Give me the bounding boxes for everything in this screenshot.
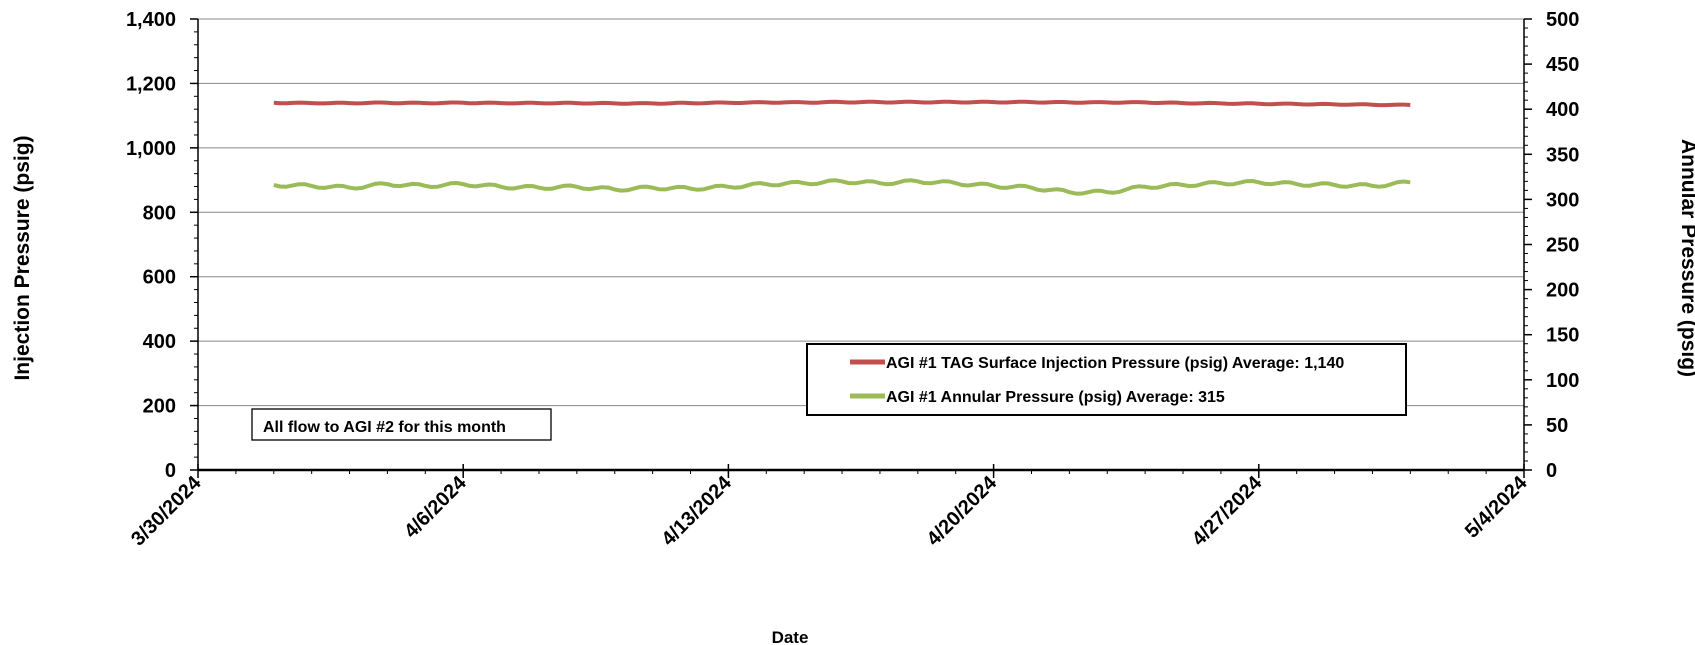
y-tick-label: 1,200	[126, 73, 176, 95]
y-tick-label: 1,400	[126, 9, 176, 31]
axes: 0 200 400 600 800 1,000 1,200 1,400 0 50 100 150 200…	[126, 9, 1579, 550]
y-axis-title: Injection Pressure (psig)	[11, 135, 34, 380]
x-tick-label: 4/6/2024	[400, 471, 471, 542]
y2-tick-label: 300	[1546, 189, 1579, 211]
gridlines	[198, 18, 1524, 407]
series-line-1	[273, 178, 1411, 196]
y2-tick-label: 250	[1546, 235, 1579, 257]
x-tick-label: 4/13/2024	[657, 471, 736, 550]
legend-label-injection: AGI #1 TAG Surface Injection Pressure (p…	[886, 355, 1344, 372]
y2-tick-label: 100	[1546, 370, 1579, 392]
legend-label-annular: AGI #1 Annular Pressure (psig) Average: …	[886, 389, 1225, 406]
y-tick-label: 200	[143, 396, 176, 418]
series-lines	[273, 99, 1411, 196]
x-tick-label: 4/20/2024	[923, 471, 1002, 550]
x-tick-label: 5/4/2024	[1461, 471, 1532, 542]
y-tick-label: 0	[165, 460, 176, 482]
y-tick-label: 400	[143, 331, 176, 353]
y2-tick-label: 0	[1546, 460, 1557, 482]
x-axis-title: Date	[772, 628, 809, 645]
x-tick-label: 4/27/2024	[1188, 471, 1267, 550]
annotation-text: All flow to AGI #2 for this month	[263, 419, 506, 436]
annotation-box: All flow to AGI #2 for this month	[251, 408, 552, 441]
y-tick-label: 600	[143, 267, 176, 289]
y2-tick-label: 500	[1546, 9, 1579, 31]
y2-tick-label: 200	[1546, 280, 1579, 302]
y2-tick-label: 150	[1546, 325, 1579, 347]
y2-tick-label: 400	[1546, 99, 1579, 121]
y-tick-label: 800	[143, 202, 176, 224]
y2-axis-title: Annular Pressure (psig)	[1677, 139, 1695, 377]
y2-tick-label: 50	[1546, 415, 1568, 437]
y-tick-label: 1,000	[126, 138, 176, 160]
y2-tick-label: 350	[1546, 144, 1579, 166]
legend: AGI #1 TAG Surface Injection Pressure (p…	[806, 343, 1407, 416]
x-tick-label: 3/30/2024	[127, 471, 206, 550]
series-line-0	[273, 99, 1411, 108]
y2-tick-label: 450	[1546, 54, 1579, 76]
